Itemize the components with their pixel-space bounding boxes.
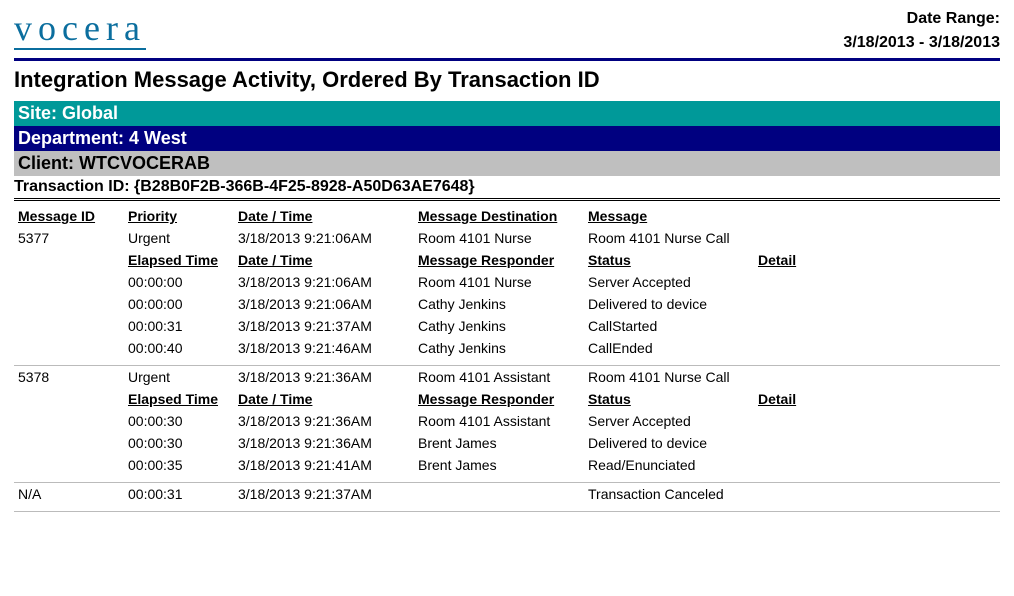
- cell-status: CallEnded: [584, 337, 754, 359]
- cell-responder: Room 4101 Assistant: [414, 410, 584, 432]
- cell-elapsed: 00:00:30: [124, 410, 234, 432]
- site-band: Site: Global: [14, 101, 1000, 126]
- col-message-id: Message ID: [14, 205, 124, 227]
- message-summary-row: 5378 Urgent 3/18/2013 9:21:36AM Room 410…: [14, 366, 1000, 389]
- cell-status: Server Accepted: [584, 271, 754, 293]
- detail-row: 00:00:30 3/18/2013 9:21:36AM Room 4101 A…: [14, 410, 1000, 432]
- cell-elapsed: 00:00:00: [124, 293, 234, 315]
- cell-elapsed: 00:00:31: [124, 483, 234, 506]
- client-band: Client: WTCVOCERAB: [14, 151, 1000, 176]
- col-detail: Detail: [754, 249, 1000, 271]
- detail-row: 00:00:40 3/18/2013 9:21:46AM Cathy Jenki…: [14, 337, 1000, 359]
- col-elapsed: Elapsed Time: [124, 388, 234, 410]
- detail-row: 00:00:35 3/18/2013 9:21:41AM Brent James…: [14, 454, 1000, 476]
- cell-destination: Room 4101 Assistant: [414, 366, 584, 389]
- cell-responder: Room 4101 Nurse: [414, 271, 584, 293]
- cell-responder: Cathy Jenkins: [414, 315, 584, 337]
- cell-elapsed: 00:00:40: [124, 337, 234, 359]
- cell-datetime: 3/18/2013 9:21:36AM: [234, 366, 414, 389]
- cell-status: Read/Enunciated: [584, 454, 754, 476]
- cell-message: Room 4101 Nurse Call: [584, 366, 754, 389]
- cell-datetime: 3/18/2013 9:21:41AM: [234, 454, 414, 476]
- cell-responder: Cathy Jenkins: [414, 293, 584, 315]
- cell-status: Transaction Canceled: [584, 483, 754, 506]
- col-responder: Message Responder: [414, 249, 584, 271]
- cell-datetime: 3/18/2013 9:21:36AM: [234, 432, 414, 454]
- cell-datetime: 3/18/2013 9:21:46AM: [234, 337, 414, 359]
- cancel-row: N/A 00:00:31 3/18/2013 9:21:37AM Transac…: [14, 483, 1000, 506]
- cell-datetime: 3/18/2013 9:21:36AM: [234, 410, 414, 432]
- col-message: Message: [584, 205, 754, 227]
- table-header-row: Message ID Priority Date / Time Message …: [14, 205, 1000, 227]
- detail-row: 00:00:00 3/18/2013 9:21:06AM Cathy Jenki…: [14, 293, 1000, 315]
- col-responder: Message Responder: [414, 388, 584, 410]
- detail-row: 00:00:30 3/18/2013 9:21:36AM Brent James…: [14, 432, 1000, 454]
- department-band: Department: 4 West: [14, 126, 1000, 151]
- date-range-block: Date Range: 3/18/2013 - 3/18/2013: [843, 10, 1000, 52]
- cell-datetime: 3/18/2013 9:21:06AM: [234, 271, 414, 293]
- sub-header-row: Elapsed Time Date / Time Message Respond…: [14, 249, 1000, 271]
- row-separator: [14, 505, 1000, 512]
- cell-message-id: N/A: [14, 483, 124, 506]
- cell-destination: Room 4101 Nurse: [414, 227, 584, 249]
- col-destination: Message Destination: [414, 205, 584, 227]
- activity-table: Message ID Priority Date / Time Message …: [14, 205, 1000, 512]
- cell-status: CallStarted: [584, 315, 754, 337]
- col-status: Status: [584, 388, 754, 410]
- col-datetime2: Date / Time: [234, 249, 414, 271]
- cell-status: Server Accepted: [584, 410, 754, 432]
- detail-row: 00:00:00 3/18/2013 9:21:06AM Room 4101 N…: [14, 271, 1000, 293]
- message-summary-row: 5377 Urgent 3/18/2013 9:21:06AM Room 410…: [14, 227, 1000, 249]
- cell-message-id: 5378: [14, 366, 124, 389]
- report-header: vocera Date Range: 3/18/2013 - 3/18/2013: [14, 10, 1000, 52]
- cell-datetime: 3/18/2013 9:21:06AM: [234, 293, 414, 315]
- cell-elapsed: 00:00:35: [124, 454, 234, 476]
- cell-status: Delivered to device: [584, 432, 754, 454]
- cell-priority: Urgent: [124, 366, 234, 389]
- col-status: Status: [584, 249, 754, 271]
- sub-header-row: Elapsed Time Date / Time Message Respond…: [14, 388, 1000, 410]
- cell-datetime: 3/18/2013 9:21:06AM: [234, 227, 414, 249]
- date-range-label: Date Range:: [843, 10, 1000, 28]
- header-divider: [14, 58, 1000, 61]
- detail-row: 00:00:31 3/18/2013 9:21:37AM Cathy Jenki…: [14, 315, 1000, 337]
- cell-message: Room 4101 Nurse Call: [584, 227, 754, 249]
- cell-elapsed: 00:00:00: [124, 271, 234, 293]
- transaction-id: Transaction ID: {B28B0F2B-366B-4F25-8928…: [14, 176, 1000, 201]
- cell-responder: Brent James: [414, 454, 584, 476]
- col-detail: Detail: [754, 388, 1000, 410]
- col-datetime2: Date / Time: [234, 388, 414, 410]
- col-datetime: Date / Time: [234, 205, 414, 227]
- cell-priority: Urgent: [124, 227, 234, 249]
- cell-datetime: 3/18/2013 9:21:37AM: [234, 483, 414, 506]
- cell-responder: Brent James: [414, 432, 584, 454]
- cell-responder: Cathy Jenkins: [414, 337, 584, 359]
- cell-status: Delivered to device: [584, 293, 754, 315]
- cell-elapsed: 00:00:31: [124, 315, 234, 337]
- cell-datetime: 3/18/2013 9:21:37AM: [234, 315, 414, 337]
- report-title: Integration Message Activity, Ordered By…: [14, 67, 1000, 93]
- cell-message-id: 5377: [14, 227, 124, 249]
- date-range-value: 3/18/2013 - 3/18/2013: [843, 34, 1000, 52]
- brand-logo: vocera: [14, 10, 146, 50]
- col-elapsed: Elapsed Time: [124, 249, 234, 271]
- cell-elapsed: 00:00:30: [124, 432, 234, 454]
- col-priority: Priority: [124, 205, 234, 227]
